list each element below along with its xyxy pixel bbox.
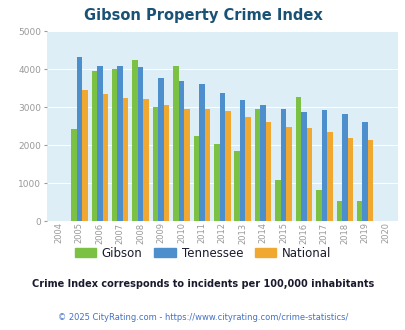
Bar [219,93,224,221]
Bar [326,132,332,221]
Bar [184,109,189,221]
Bar [77,57,82,221]
Bar [315,190,321,221]
Bar [193,136,198,221]
Text: Crime Index corresponds to incidents per 100,000 inhabitants: Crime Index corresponds to incidents per… [32,279,373,289]
Bar [91,71,97,221]
Bar [224,111,230,221]
Bar [275,180,280,221]
Bar [71,129,77,221]
Bar [341,114,347,221]
Bar [138,67,143,221]
Bar [132,60,138,221]
Bar [198,84,204,221]
Bar [367,140,373,221]
Bar [347,138,352,221]
Bar [112,69,117,221]
Bar [254,109,260,221]
Bar [286,127,291,221]
Bar [234,150,239,221]
Bar [265,122,271,221]
Bar [82,90,87,221]
Bar [173,66,178,221]
Bar [280,109,286,221]
Bar [306,128,311,221]
Bar [204,109,210,221]
Bar [362,122,367,221]
Bar [336,201,341,221]
Bar [97,65,102,221]
Bar [117,66,123,221]
Bar [158,79,163,221]
Bar [301,112,306,221]
Bar [163,105,169,221]
Bar [239,100,245,221]
Text: © 2025 CityRating.com - https://www.cityrating.com/crime-statistics/: © 2025 CityRating.com - https://www.city… [58,313,347,322]
Bar [123,98,128,221]
Bar [102,94,108,221]
Bar [321,110,326,221]
Legend: Gibson, Tennessee, National: Gibson, Tennessee, National [70,242,335,264]
Text: Gibson Property Crime Index: Gibson Property Crime Index [83,8,322,23]
Bar [245,117,250,221]
Bar [143,99,149,221]
Bar [213,145,219,221]
Bar [356,201,362,221]
Bar [260,105,265,221]
Bar [178,82,184,221]
Bar [295,97,301,221]
Bar [152,107,158,221]
